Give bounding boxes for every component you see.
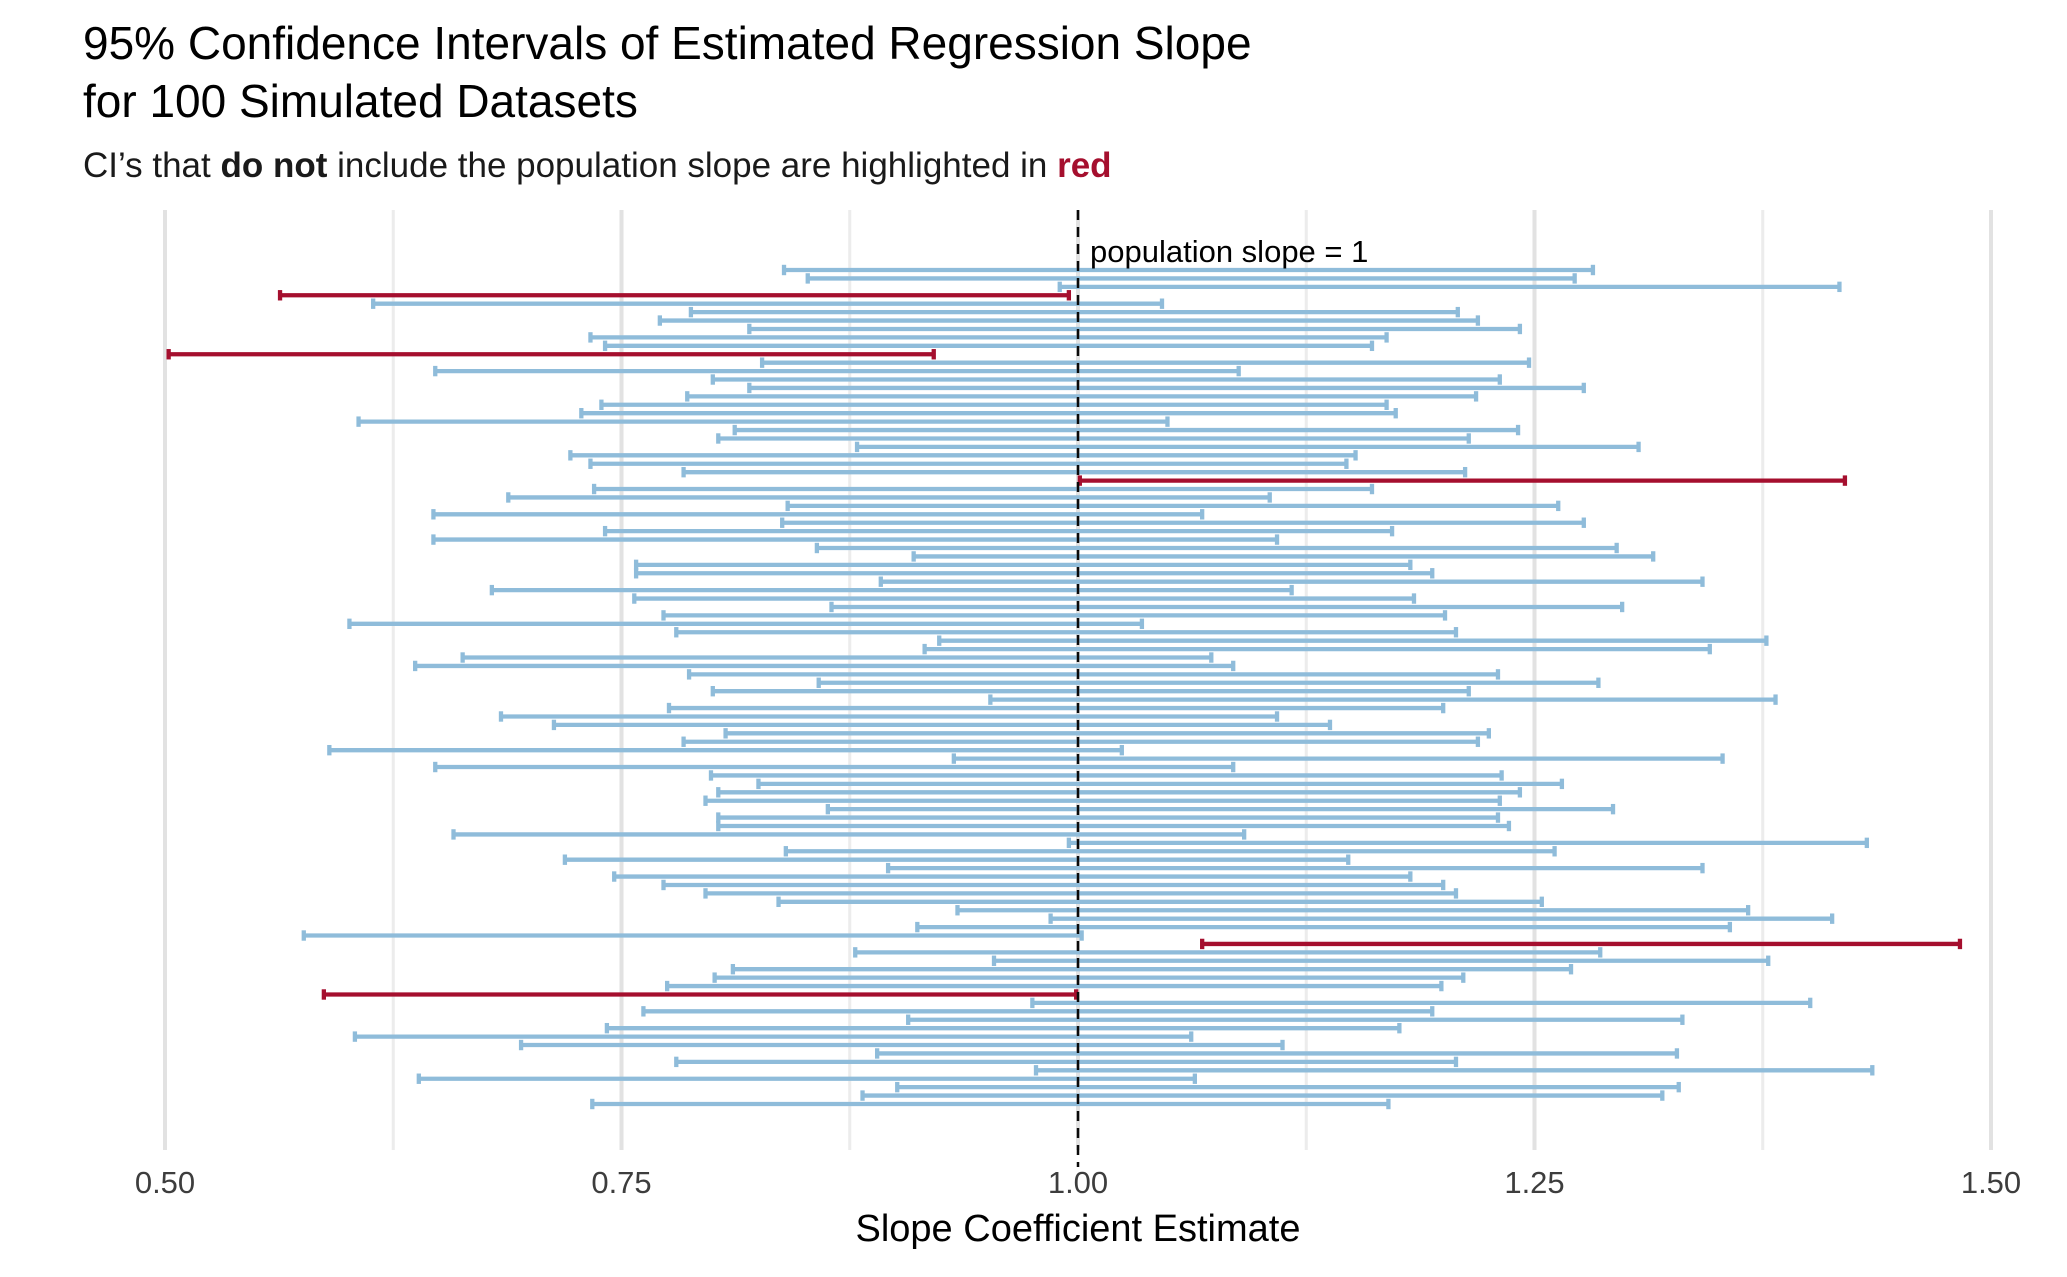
chart-subtitle: CI’s that do not include the population …: [83, 146, 1112, 186]
x-tick-label: 0.75: [591, 1165, 651, 1200]
x-tick-label: 0.50: [135, 1165, 195, 1200]
population-slope-annotation: population slope = 1: [1090, 234, 1369, 269]
subtitle-red-word: red: [1057, 146, 1112, 185]
x-tick-label: 1.50: [1961, 1165, 2021, 1200]
subtitle-text-mid: include the population slope are highlig…: [327, 146, 1058, 185]
chart-title-line2: for 100 Simulated Datasets: [83, 75, 638, 127]
chart-title-line1: 95% Confidence Intervals of Estimated Re…: [83, 17, 1252, 69]
x-tick-label: 1.00: [1048, 1165, 1108, 1200]
x-tick-label: 1.25: [1504, 1165, 1564, 1200]
subtitle-bold-do-not: do not: [220, 146, 328, 185]
subtitle-text: CI’s that: [83, 146, 221, 185]
x-axis-title: Slope Coefficient Estimate: [855, 1208, 1301, 1250]
chart-title: 95% Confidence Intervals of Estimated Re…: [83, 14, 1252, 130]
